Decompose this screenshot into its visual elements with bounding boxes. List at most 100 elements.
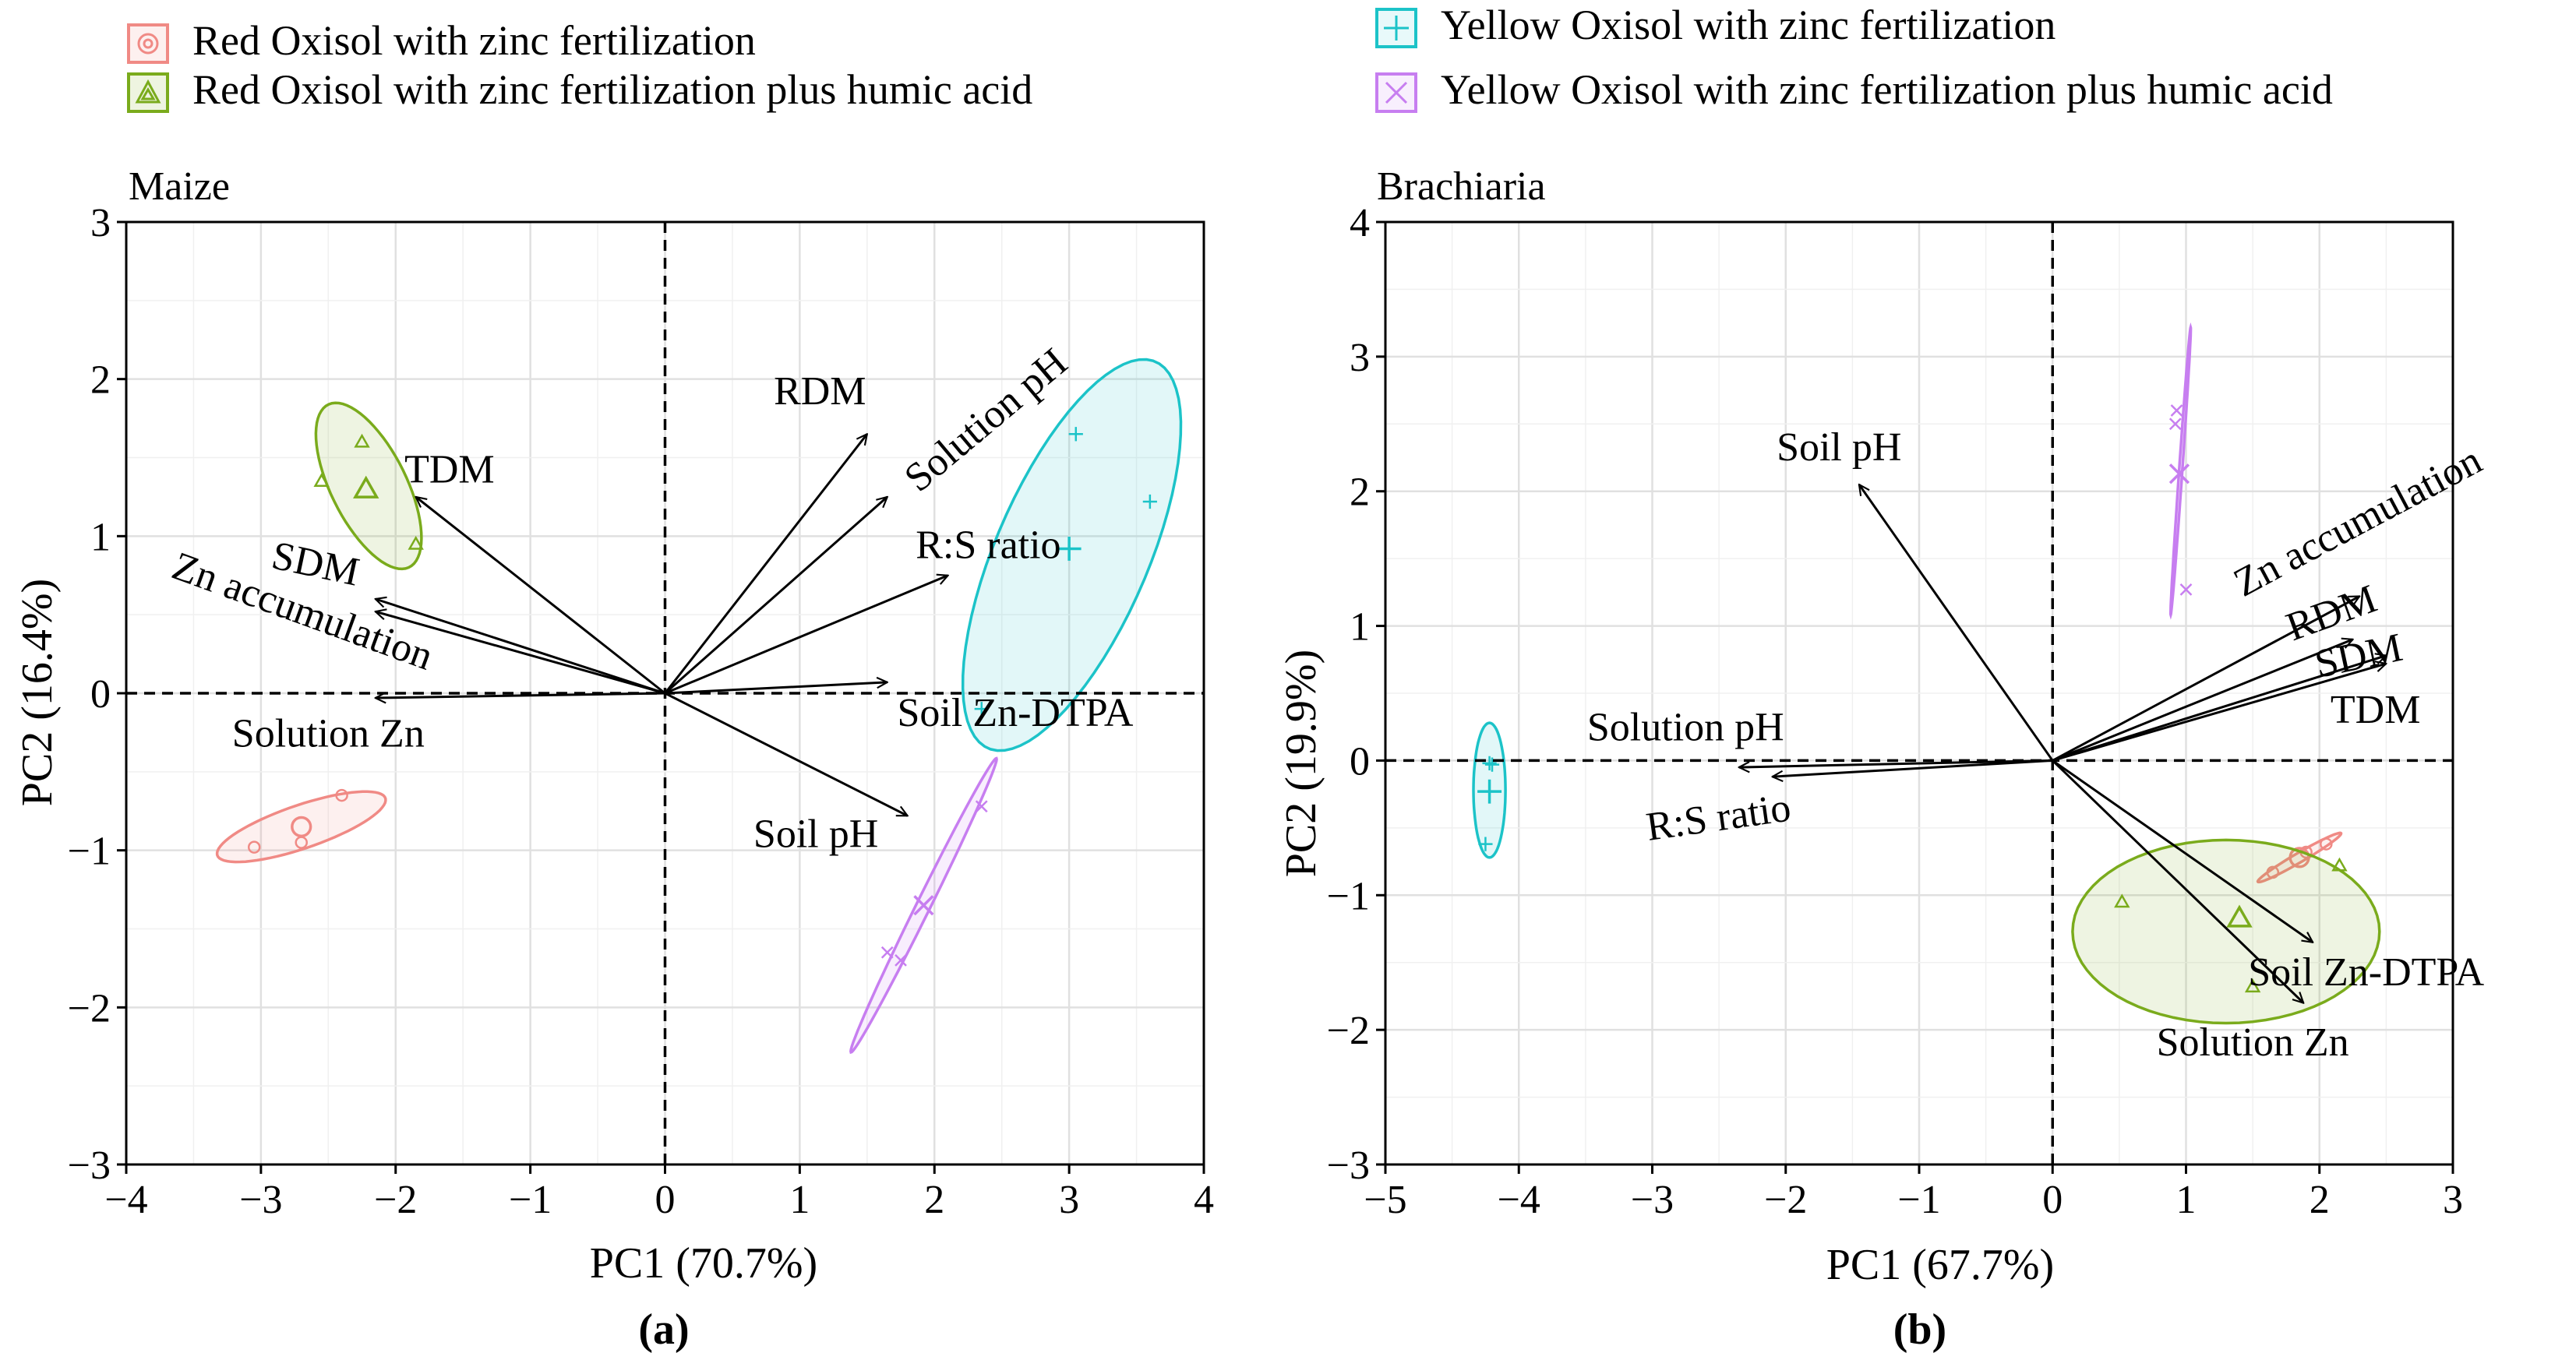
panel-b-brachiaria: Brachiaria Soil pH Zn accumulationRDMSDMT… (1277, 164, 2489, 1354)
loading-arrow (376, 693, 665, 698)
cross-marker (2168, 463, 2190, 484)
plus-marker (1477, 779, 1502, 804)
circle-marker-icon (137, 33, 159, 55)
y-tick-label: −3 (1327, 1143, 1370, 1188)
x-tick-label: −3 (239, 1178, 282, 1222)
loading-vector: Soil pH (1777, 425, 2054, 762)
y-axis-label: PC2 (19.9%) (1277, 650, 1325, 877)
triangle-marker (313, 473, 330, 488)
x-tick-label: −4 (104, 1178, 147, 1222)
plus-marker (1484, 757, 1500, 772)
triangle-marker-icon-inner (140, 87, 156, 100)
cross-marker (975, 800, 988, 813)
legend: Red Oxisol with zinc fertilization Red O… (127, 2, 2333, 113)
loading-vector: Solution Zn (232, 693, 665, 756)
legend-item[interactable]: Red Oxisol with zinc fertilization plus … (127, 66, 1032, 113)
confidence-ellipse (2071, 838, 2381, 1025)
loading-arrow (416, 497, 666, 695)
y-tick-label: 0 (1350, 739, 1370, 784)
y-tick-label: 0 (90, 672, 111, 717)
plus-marker (974, 702, 989, 717)
legend-key-red-oxisol-zinc (127, 23, 169, 64)
plus-marker (1068, 427, 1083, 442)
plus-marker (1478, 837, 1493, 851)
sample-group (1472, 721, 1507, 859)
triangle-marker-icon (135, 79, 161, 104)
x-tick-label: 2 (924, 1178, 944, 1222)
circle-marker (247, 840, 261, 854)
y-tick-label: 2 (90, 358, 111, 403)
y-tick-label: −2 (68, 986, 111, 1031)
x-tick-label: −5 (1364, 1178, 1406, 1222)
sample-group (2168, 322, 2193, 620)
loading-vector: RDM (664, 369, 867, 694)
loading-label: Soil pH (753, 812, 878, 856)
confidence-ellipse (961, 358, 1183, 752)
circle-marker (335, 788, 348, 802)
circle-marker-icon-inner (143, 38, 154, 49)
y-tick-label: 3 (90, 201, 111, 245)
loading-arrow (1773, 759, 2053, 777)
y-tick-label: 2 (1350, 470, 1370, 515)
grid (1384, 220, 2454, 1166)
plus-marker (1482, 756, 1497, 770)
x-tick-label: −4 (1498, 1178, 1540, 1222)
loading-arrow (1859, 484, 2054, 762)
loading-arrow (2052, 656, 2386, 762)
triangle-marker (2331, 857, 2348, 872)
x-tick-label: 3 (2443, 1178, 2463, 1222)
sample-groups (1472, 322, 2381, 1025)
circle-marker (291, 816, 312, 838)
loading-arrow (665, 682, 887, 695)
loading-label: TDM (2331, 688, 2421, 732)
y-tick-label: −1 (68, 830, 111, 874)
loading-vector: TDM (404, 448, 666, 695)
y-tick-label: −1 (1327, 874, 1370, 918)
sample-group (2256, 831, 2343, 884)
x-tick-label: 3 (1059, 1178, 1079, 1222)
sample-groups (215, 358, 1183, 1055)
cross-marker (895, 953, 907, 967)
plus-marker (1057, 536, 1082, 561)
legend-item[interactable]: Yellow Oxisol with zinc fertilization (1375, 2, 2056, 48)
legend-item[interactable]: Yellow Oxisol with zinc fertilization pl… (1375, 66, 2333, 113)
legend-label: Red Oxisol with zinc fertilization (192, 17, 756, 64)
x-axis-label: PC1 (70.7%) (590, 1239, 817, 1288)
triangle-marker (408, 535, 424, 550)
loading-label: TDM (404, 448, 495, 492)
plus-marker-icon (1384, 16, 1409, 41)
y-tick-label: 4 (1350, 201, 1370, 245)
panel-title: Maize (129, 164, 230, 209)
loading-label: RDM (774, 369, 866, 414)
zero-lines (1385, 222, 2453, 1164)
cross-marker (2179, 583, 2193, 596)
loading-vector: Soil Zn-DTPA (665, 682, 1134, 735)
loading-label: Soil pH (1777, 425, 1901, 470)
loading-arrow (664, 434, 867, 694)
loading-vector: Solution Zn (2052, 759, 2349, 1065)
sample-group (849, 756, 998, 1055)
panel-title: Brachiaria (1377, 164, 1546, 209)
x-tick-label: −1 (509, 1178, 552, 1222)
cross-marker (880, 946, 894, 959)
legend-label: Yellow Oxisol with zinc fertilization (1441, 2, 2056, 48)
loading-arrow (2052, 639, 2352, 762)
cross-marker (913, 895, 934, 916)
triangle-marker (354, 433, 370, 448)
sample-group (2071, 838, 2381, 1025)
circle-marker (2288, 847, 2310, 868)
plus-marker (1142, 494, 1157, 509)
loading-vector: TDM (2052, 664, 2421, 762)
sample-group (215, 788, 387, 864)
loading-arrow (376, 599, 665, 695)
legend-item[interactable]: Red Oxisol with zinc fertilization (127, 17, 756, 64)
y-tick-label: 1 (90, 515, 111, 559)
loading-arrow (2052, 759, 2303, 1002)
triangle-marker (2226, 904, 2253, 928)
y-tick-label: −2 (1327, 1009, 1370, 1053)
cross-marker-icon (1385, 81, 1408, 104)
circle-marker (2320, 837, 2333, 851)
